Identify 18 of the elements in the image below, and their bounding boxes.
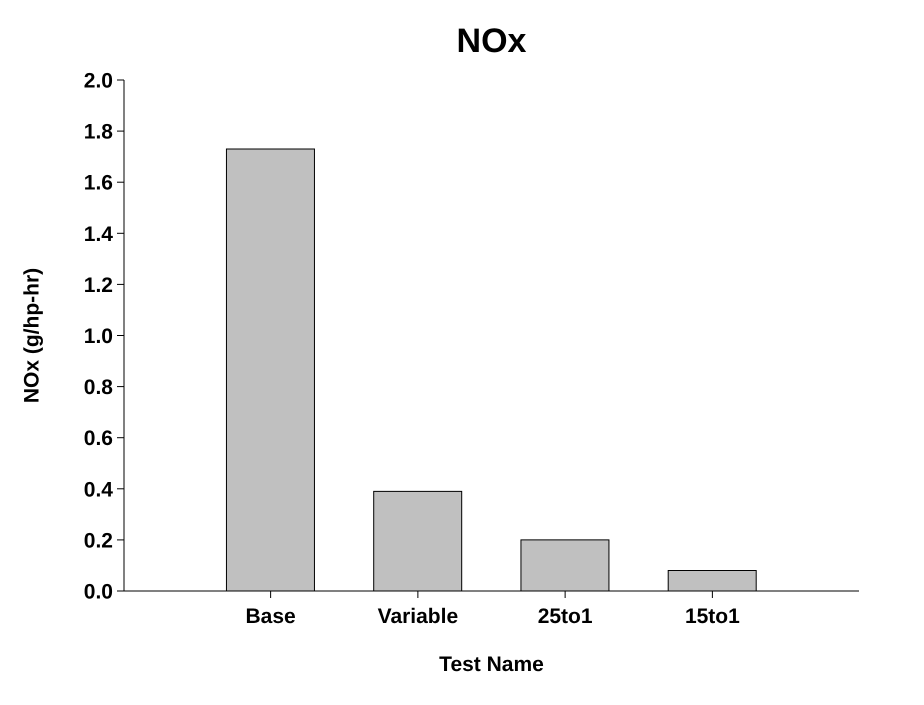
- y-tick-label: 2.0: [84, 69, 113, 92]
- x-tick-label: 25to1: [538, 604, 593, 628]
- y-tick-label: 1.0: [84, 324, 113, 348]
- y-tick-label: 0.4: [84, 478, 114, 502]
- y-tick-label: 0.6: [84, 427, 113, 450]
- x-axis-title: Test Name: [439, 653, 544, 676]
- y-tick-label: 1.8: [84, 120, 114, 144]
- y-tick-label: 1.6: [84, 172, 113, 195]
- y-tick-label: 0.8: [84, 376, 114, 400]
- y-axis-title: NOx (g/hp-hr): [20, 268, 44, 404]
- x-tick-label: 15to1: [684, 604, 740, 628]
- y-tick-label: 0.0: [84, 580, 113, 604]
- chart-title: NOx: [456, 22, 527, 60]
- x-tick-label: Variable: [378, 604, 458, 628]
- y-tick-label: 1.2: [84, 274, 113, 297]
- y-tick-label: 1.4: [84, 222, 114, 246]
- x-tick-label: Base: [246, 604, 296, 628]
- y-tick-label: 0.2: [84, 529, 113, 552]
